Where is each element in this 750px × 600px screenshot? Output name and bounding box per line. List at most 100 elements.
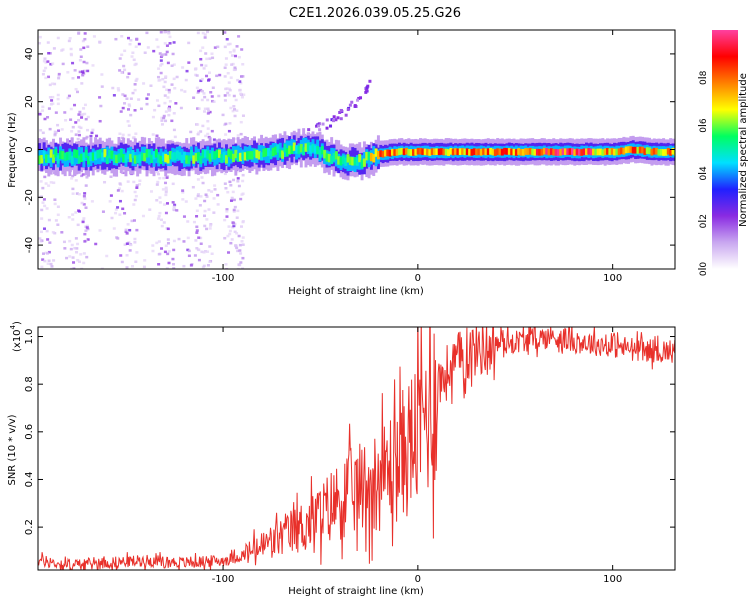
noise-speck (204, 193, 208, 196)
noise-speck (83, 197, 87, 200)
noise-speck (71, 61, 75, 65)
ridge-cell (510, 148, 514, 156)
noise-speck (71, 174, 75, 178)
noise-speck (164, 244, 168, 248)
ridge-cell (358, 155, 362, 170)
drift-speck (366, 84, 370, 88)
ridge-cell (351, 157, 355, 166)
noise-speck (98, 229, 102, 232)
noise-speck (238, 80, 242, 83)
noise-speck (199, 79, 203, 83)
noise-speck (205, 195, 209, 198)
noise-speck (216, 45, 220, 49)
ridge-cell (493, 149, 497, 156)
spectrogram-ytick-label: -40 (24, 237, 35, 253)
noise-speck (47, 107, 51, 110)
ridge-cell (657, 149, 661, 156)
noise-speck (186, 236, 190, 240)
noise-speck (159, 59, 163, 62)
noise-speck (120, 189, 124, 193)
noise-speck (92, 35, 96, 38)
noise-speck (64, 119, 68, 122)
noise-speck (126, 36, 130, 40)
ridge-cell (173, 152, 177, 161)
noise-speck (172, 128, 176, 132)
noise-speck (217, 94, 221, 98)
ridge-cell (295, 145, 299, 154)
noise-speck (47, 250, 51, 254)
ridge-cell (330, 155, 334, 164)
noise-speck (83, 232, 87, 236)
noise-speck (234, 54, 238, 58)
noise-speck (173, 135, 177, 139)
snr-ytick-label: 0.6 (24, 424, 35, 440)
spectrogram-ytick-label: 20 (24, 95, 35, 108)
noise-speck (195, 215, 199, 218)
noise-speck (205, 74, 209, 78)
noise-speck (234, 137, 238, 141)
noise-speck (126, 120, 130, 123)
noise-speck (199, 130, 203, 133)
noise-speck (208, 71, 212, 74)
ridge-cell (416, 147, 420, 155)
drift-speck (325, 126, 329, 130)
noise-speck (56, 205, 60, 209)
ridge-cell (524, 148, 528, 155)
ridge-cell (105, 155, 109, 165)
noise-speck (238, 249, 242, 252)
noise-speck (206, 107, 210, 110)
ridge-cell (75, 149, 79, 159)
ridge-cell (573, 149, 577, 156)
ridge-cell (440, 148, 444, 155)
noise-speck (75, 250, 79, 254)
noise-speck (203, 36, 207, 39)
ridge-cell (594, 148, 598, 156)
drift-speck (350, 100, 354, 104)
noise-speck (85, 61, 89, 65)
noise-speck (47, 184, 51, 187)
noise-speck (51, 95, 55, 99)
ridge-cell (559, 148, 563, 156)
ridge-cell (327, 153, 331, 163)
noise-speck (133, 241, 137, 244)
noise-speck (205, 218, 209, 221)
noise-speck (132, 180, 136, 184)
noise-speck (149, 84, 153, 87)
ridge-cell (585, 148, 588, 156)
ridge-cell (549, 148, 553, 155)
noise-speck (41, 72, 45, 76)
noise-speck (67, 216, 71, 219)
ridge-cell (161, 152, 165, 161)
noise-speck (43, 204, 47, 208)
noise-speck (65, 256, 69, 260)
ridge-cell (157, 154, 161, 163)
noise-speck (194, 239, 198, 242)
noise-speck (165, 88, 169, 92)
noise-speck (211, 99, 215, 103)
noise-speck (40, 208, 44, 212)
ridge-cell (533, 148, 537, 156)
noise-speck (115, 236, 119, 239)
ridge-cell (388, 149, 392, 157)
noise-speck (156, 217, 160, 220)
ridge-cell (274, 146, 278, 155)
noise-speck (83, 103, 87, 107)
noise-speck (46, 116, 50, 119)
ridge-cell (664, 149, 668, 156)
noise-speck (235, 246, 239, 250)
noise-speck (195, 247, 199, 250)
noise-speck (192, 220, 196, 224)
noise-speck (41, 186, 45, 190)
ridge-cell (239, 152, 242, 162)
noise-speck (69, 47, 73, 51)
noise-speck (133, 83, 137, 86)
noise-speck (61, 62, 65, 66)
noise-speck (41, 252, 45, 255)
noise-speck (206, 132, 210, 136)
ridge-cell (243, 152, 247, 161)
ridge-cell (617, 148, 621, 156)
noise-speck (127, 124, 131, 127)
noise-speck (66, 96, 70, 100)
ridge-cell (435, 148, 439, 156)
ridge-cell (166, 155, 170, 164)
